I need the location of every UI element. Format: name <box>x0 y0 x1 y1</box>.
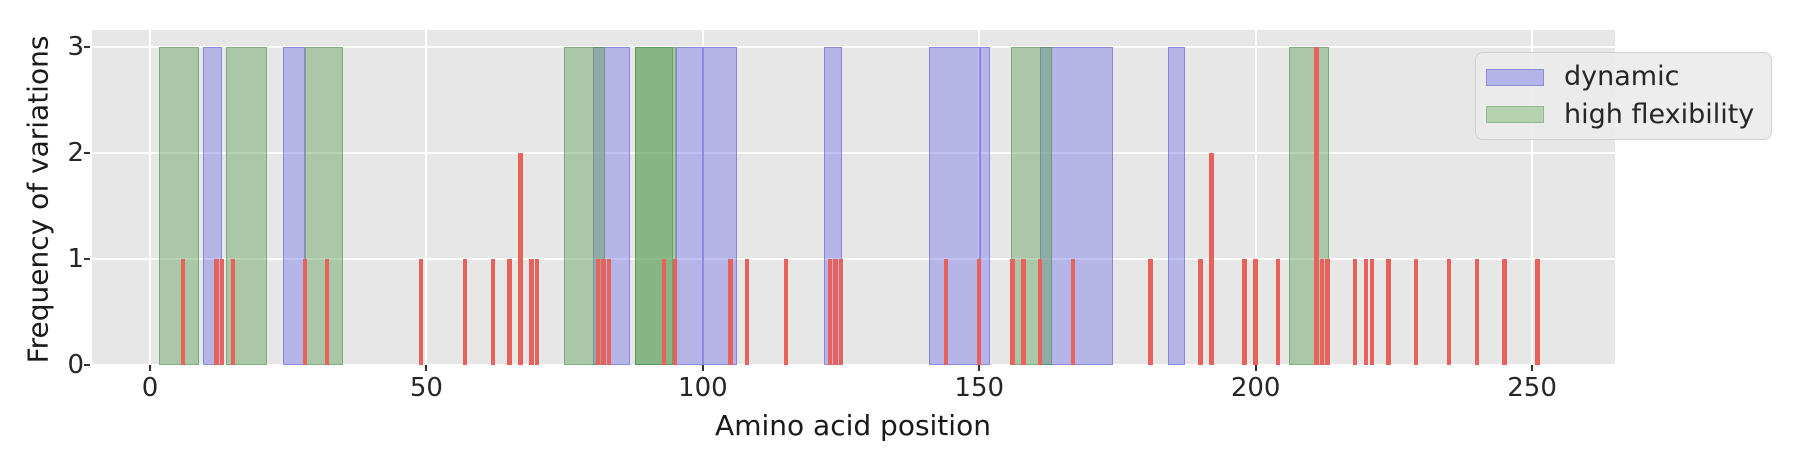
highlight-regions-layer <box>92 30 1615 365</box>
variation-bar-x13 <box>219 258 225 365</box>
y-tick-mark-3 <box>84 45 90 48</box>
variation-bar-x81 <box>595 258 601 365</box>
flexibility-region <box>159 46 200 365</box>
variation-bar-x49 <box>418 258 424 365</box>
variation-bar-x150 <box>977 258 982 365</box>
legend-swatch-flexibility <box>1486 106 1544 124</box>
bars-layer <box>92 30 1615 365</box>
legend-label-dynamic: dynamic <box>1564 61 1680 93</box>
variation-bar-x83 <box>606 258 612 365</box>
legend: dynamic high flexibility <box>1475 52 1772 140</box>
y-tick-label-1: 1 <box>67 243 84 274</box>
variation-bar-x62 <box>490 258 495 365</box>
variation-bar-x32 <box>324 258 330 365</box>
dynamic-region <box>980 46 990 365</box>
dynamic-region <box>928 46 981 365</box>
legend-label-flexibility: high flexibility <box>1564 99 1755 130</box>
variation-bar-x229 <box>1413 258 1419 365</box>
flexibility-region <box>634 46 673 365</box>
variation-bar-x82 <box>601 258 606 365</box>
x-tick-mark-100 <box>701 365 704 371</box>
variation-bar-x95 <box>673 258 678 365</box>
variation-bar-x181 <box>1148 258 1153 365</box>
flexibility-region <box>305 46 343 365</box>
y-tick-mark-2 <box>84 151 90 154</box>
gridline-x-50 <box>425 30 428 365</box>
variation-bar-x70 <box>534 258 540 365</box>
variation-bar-x65 <box>507 258 512 365</box>
gridline-x-150 <box>978 30 981 365</box>
variation-bar-x192 <box>1209 152 1214 365</box>
x-tick-label-250: 250 <box>1507 373 1557 403</box>
variation-bar-x200 <box>1253 258 1258 365</box>
variation-bar-x224 <box>1386 258 1391 365</box>
variation-bar-x57 <box>462 258 468 365</box>
x-tick-mark-0 <box>149 365 152 371</box>
variation-bar-x245 <box>1502 258 1507 365</box>
variation-bar-x115 <box>783 258 788 365</box>
variation-bar-x108 <box>744 258 750 365</box>
variation-bar-x12 <box>214 258 219 365</box>
gridline-y-1 <box>92 257 1615 260</box>
variation-bar-x212 <box>1319 258 1325 365</box>
variation-bar-x161 <box>1037 258 1043 365</box>
variation-bar-x123 <box>827 258 833 365</box>
x-tick-label-100: 100 <box>678 373 728 403</box>
x-tick-mark-150 <box>978 365 981 371</box>
y-tick-mark-0 <box>84 364 90 366</box>
gridline-y-2 <box>92 151 1615 154</box>
gridline-y-3 <box>92 45 1615 48</box>
x-tick-mark-50 <box>425 365 428 371</box>
gridline-x-250 <box>1531 30 1534 365</box>
legend-entry-flexibility: high flexibility <box>1486 100 1771 130</box>
variation-bar-x221 <box>1369 258 1374 365</box>
x-tick-label-50: 50 <box>409 373 443 403</box>
y-tick-label-2: 2 <box>67 137 84 168</box>
variation-bar-x213 <box>1325 258 1330 365</box>
plot-area <box>92 30 1615 366</box>
x-tick-label-0: 0 <box>141 373 159 403</box>
variation-bar-x220 <box>1364 258 1369 365</box>
dynamic-region <box>282 46 306 365</box>
variation-bar-x156 <box>1010 258 1015 365</box>
flexibility-region <box>1011 46 1053 365</box>
x-tick-label-150: 150 <box>954 373 1005 403</box>
variation-bar-x158 <box>1021 258 1026 365</box>
variation-bar-x15 <box>230 258 236 365</box>
x-tick-mark-250 <box>1531 365 1534 371</box>
gridline-y-0 <box>92 364 1615 366</box>
variation-bar-x204 <box>1275 258 1280 365</box>
gridline-x-200 <box>1254 30 1257 365</box>
legend-entry-dynamic: dynamic <box>1486 62 1771 92</box>
dynamic-region <box>1168 46 1185 365</box>
variation-bar-x218 <box>1352 258 1358 365</box>
variation-bar-x28 <box>302 258 308 365</box>
variation-bar-x6 <box>181 258 186 365</box>
variation-bar-x251 <box>1535 258 1540 365</box>
y-tick-mark-1 <box>84 257 90 260</box>
variation-bar-x198 <box>1242 258 1247 365</box>
dynamic-region <box>675 46 704 365</box>
variation-bar-x105 <box>728 258 733 365</box>
x-axis-label: Amino acid position <box>715 409 991 442</box>
variation-bar-x240 <box>1474 258 1479 365</box>
y-tick-label-0: 0 <box>67 350 84 380</box>
variation-bar-x190 <box>1198 258 1203 365</box>
x-tick-label-200: 200 <box>1230 373 1281 403</box>
variation-bar-x211 <box>1314 46 1319 365</box>
variation-bar-x167 <box>1071 258 1076 365</box>
variation-bar-x235 <box>1446 258 1452 365</box>
gridline-x-0 <box>149 30 152 365</box>
variation-bar-x144 <box>943 258 949 365</box>
y-axis-label: Frequency of variations <box>21 35 55 364</box>
variation-bar-x69 <box>529 258 534 365</box>
x-tick-mark-200 <box>1254 365 1257 371</box>
y-tick-label-3: 3 <box>67 31 84 62</box>
legend-swatch-dynamic <box>1486 68 1544 86</box>
variation-bar-x125 <box>838 258 844 365</box>
variation-bar-x67 <box>518 152 523 365</box>
variation-bar-x124 <box>833 258 838 365</box>
variation-bar-x93 <box>661 258 667 365</box>
